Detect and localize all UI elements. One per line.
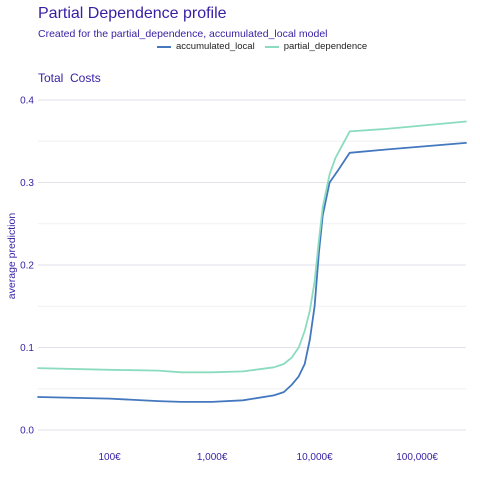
y-tick-label: 0.4 (20, 96, 34, 107)
y-tick-label: 0.0 (20, 426, 34, 437)
series-line-accumulated-local (37, 142, 467, 403)
series-line-partial-dependence (37, 120, 467, 374)
legend-key-accumulated-local (157, 45, 171, 48)
legend-item-partial-dependence: partial_dependence (264, 41, 368, 52)
panel-title: Total Costs (38, 71, 101, 85)
chart-title: Partial Dependence profile (38, 5, 227, 22)
x-tick-label: 100,000€ (396, 452, 438, 463)
legend-item-accumulated-local: accumulated_local (157, 41, 255, 52)
x-tick-label: 10,000€ (297, 452, 334, 463)
legend-label-accumulated-local: accumulated_local (176, 41, 255, 52)
y-tick-label: 0.2 (20, 261, 34, 272)
legend: accumulated_local partial_dependence (157, 41, 377, 52)
legend-label-partial-dependence: partial_dependence (283, 41, 368, 52)
x-tick-label: 1,000€ (197, 452, 228, 463)
y-tick-label: 0.1 (20, 343, 34, 354)
chart-subtitle: Created for the partial_dependence, accu… (38, 28, 328, 40)
x-tick-label: 100€ (99, 452, 122, 463)
y-tick-label: 0.3 (20, 178, 34, 189)
legend-key-partial-dependence (264, 45, 279, 48)
